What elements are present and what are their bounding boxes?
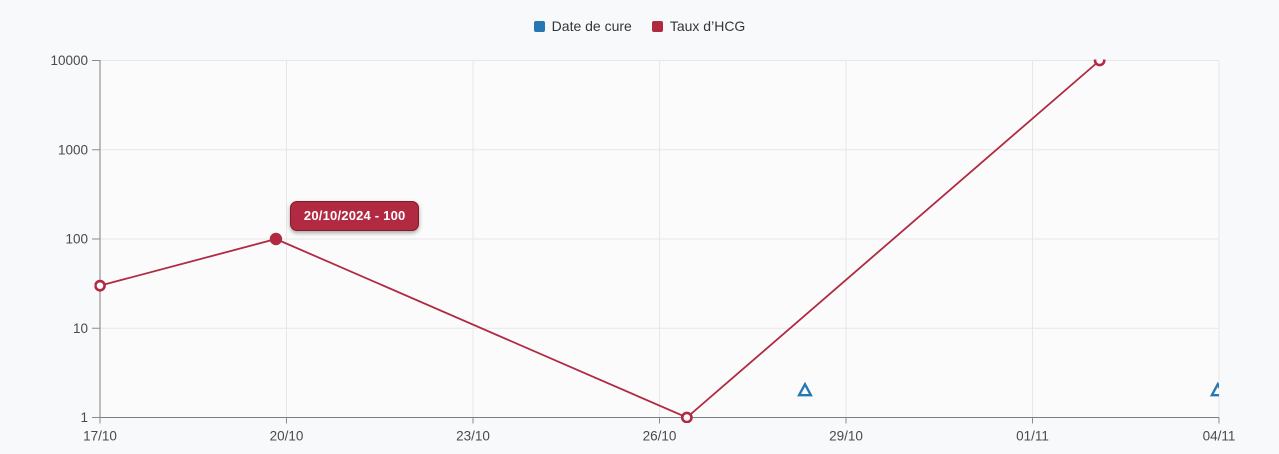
- tooltip: 20/10/2024 - 100: [289, 201, 420, 231]
- x-axis-label: 17/10: [83, 429, 117, 444]
- legend-swatch-blue-icon: [533, 20, 545, 32]
- legend-item-date-de-cure[interactable]: Date de cure: [533, 18, 632, 34]
- x-axis-label: 29/10: [829, 429, 863, 444]
- legend: Date de cure Taux d’HCG: [0, 18, 1279, 34]
- x-axis-label: 01/11: [1016, 429, 1049, 444]
- series-layer: [94, 56, 1224, 423]
- x-axis-label: 23/10: [456, 429, 490, 444]
- x-axis-label: 04/11: [1203, 429, 1236, 444]
- series-line-taux-hcg: [99, 59, 1101, 419]
- legend-swatch-red-icon: [651, 20, 663, 32]
- y-axis-label: 10000: [50, 53, 88, 68]
- x-axis-label: 26/10: [643, 429, 677, 444]
- data-point-hcg[interactable]: [1093, 56, 1106, 67]
- y-axis-label: 1: [80, 410, 88, 425]
- y-axis-label: 10: [73, 321, 88, 336]
- legend-label-taux-hcg: Taux d’HCG: [669, 18, 746, 34]
- data-point-hcg[interactable]: [680, 411, 693, 423]
- y-axis-label: 1000: [58, 142, 88, 157]
- data-point-cure-triangle-icon[interactable]: [1209, 381, 1224, 397]
- data-point-hcg[interactable]: [94, 279, 106, 292]
- y-axis-label: 100: [65, 232, 88, 247]
- legend-label-date-de-cure: Date de cure: [551, 18, 632, 34]
- legend-item-taux-hcg[interactable]: Taux d’HCG: [651, 18, 746, 34]
- x-axis-label: 20/10: [270, 429, 304, 444]
- data-point-cure-triangle-icon[interactable]: [797, 381, 813, 397]
- data-point-hcg-selected[interactable]: [269, 232, 283, 246]
